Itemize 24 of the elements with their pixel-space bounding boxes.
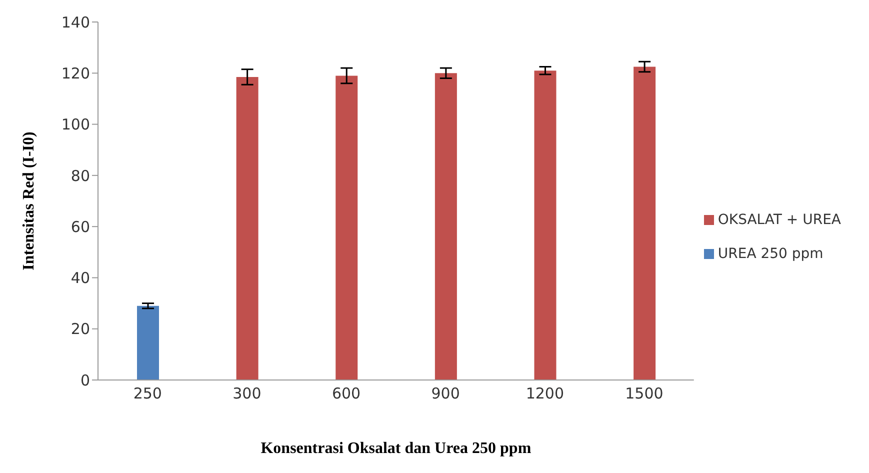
x-tick-label: 1500 — [625, 384, 664, 403]
y-axis-title: Intensitas Red (I-I0) — [20, 132, 38, 270]
y-tick-label: 60 — [70, 218, 90, 236]
legend-label: OKSALAT + UREA — [718, 212, 841, 228]
x-tick-label: 1200 — [526, 384, 564, 403]
x-tick-label: 250 — [133, 384, 162, 403]
bar — [534, 70, 556, 380]
y-tick-label: 20 — [70, 320, 90, 338]
y-tick-label: 100 — [61, 116, 90, 134]
bar — [336, 76, 358, 380]
y-tick-label: 120 — [61, 64, 90, 82]
bar — [137, 306, 159, 380]
y-tick-label: 80 — [70, 166, 90, 185]
x-tick-label: 900 — [431, 384, 460, 403]
x-tick-label: 300 — [232, 384, 262, 403]
y-tick-label: 140 — [61, 13, 90, 32]
x-tick-label: 600 — [332, 384, 361, 403]
bar — [236, 76, 258, 380]
legend-label: UREA 250 ppm — [718, 246, 824, 262]
y-tick-label: 40 — [70, 269, 90, 288]
y-tick-label: 0 — [80, 371, 90, 390]
bar — [634, 66, 656, 380]
x-axis-title: Konsentrasi Oksalat dan Urea 250 ppm — [260, 440, 532, 457]
bar — [434, 73, 457, 380]
